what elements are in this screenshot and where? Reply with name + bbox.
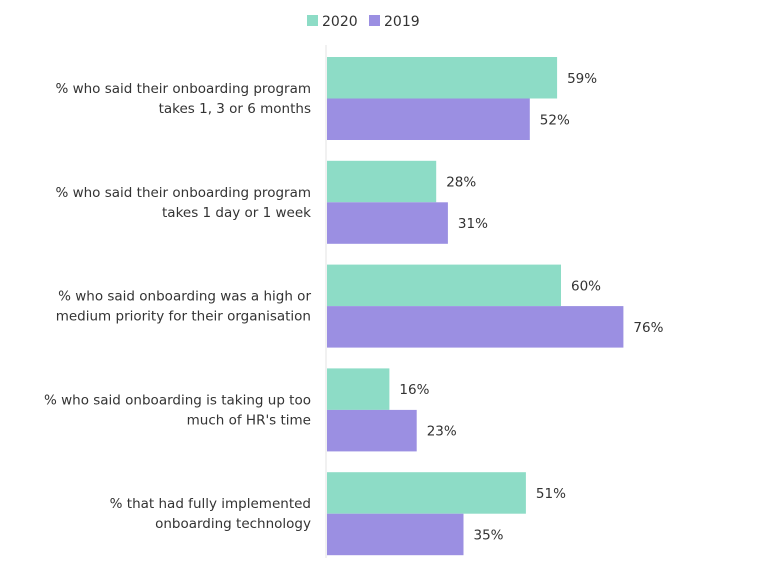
bar-2020 xyxy=(327,472,526,514)
data-label-2019: 35% xyxy=(474,527,504,543)
bar-2019 xyxy=(327,409,417,452)
legend-swatch-2020 xyxy=(307,15,318,26)
category-group: % who said their onboarding program takes… xyxy=(55,160,488,244)
category-label: % that had fully implemented xyxy=(110,496,311,512)
data-label-2020: 60% xyxy=(571,278,601,294)
data-label-2020: 28% xyxy=(446,175,476,191)
category-group: % who said onboarding is taking up too mu… xyxy=(44,368,457,452)
category-label: much of HR's time xyxy=(187,412,311,428)
data-label-2020: 51% xyxy=(536,486,566,502)
legend-label-2019: 2019 xyxy=(384,14,420,30)
category-label: % who said their onboarding program xyxy=(55,185,311,201)
bar-2020 xyxy=(327,57,558,99)
legend-label-2020: 2020 xyxy=(322,14,358,30)
category-label: takes 1, 3 or 6 months xyxy=(159,101,311,117)
data-label-2019: 23% xyxy=(427,424,457,440)
data-label-2019: 31% xyxy=(458,216,488,232)
bar-2019 xyxy=(327,98,530,140)
category-label: onboarding technology xyxy=(155,516,311,532)
data-label-2020: 16% xyxy=(399,382,429,398)
category-label: medium priority for their organisation xyxy=(56,309,311,325)
legend: 2020 2019 xyxy=(307,14,420,30)
category-label: % who said onboarding was a high or xyxy=(58,289,311,305)
bar-2020 xyxy=(327,264,561,307)
bar-2019 xyxy=(327,513,464,556)
category-label: % who said their onboarding program xyxy=(55,81,311,97)
data-label-2019: 76% xyxy=(633,320,663,336)
category-label: takes 1 day or 1 week xyxy=(162,205,311,221)
bar-2019 xyxy=(327,306,624,348)
bar-2020 xyxy=(327,160,437,203)
bar-2019 xyxy=(327,202,448,244)
data-label-2019: 52% xyxy=(540,112,570,128)
legend-swatch-2019 xyxy=(369,15,380,26)
category-group: % that had fully implemented onboarding t… xyxy=(110,472,566,556)
category-label: % who said onboarding is taking up too xyxy=(44,392,311,408)
data-label-2020: 59% xyxy=(567,71,597,87)
category-group: % who said their onboarding program takes… xyxy=(55,57,597,140)
category-group: % who said onboarding was a high or mediu… xyxy=(56,264,664,348)
bar-2020 xyxy=(327,368,390,410)
